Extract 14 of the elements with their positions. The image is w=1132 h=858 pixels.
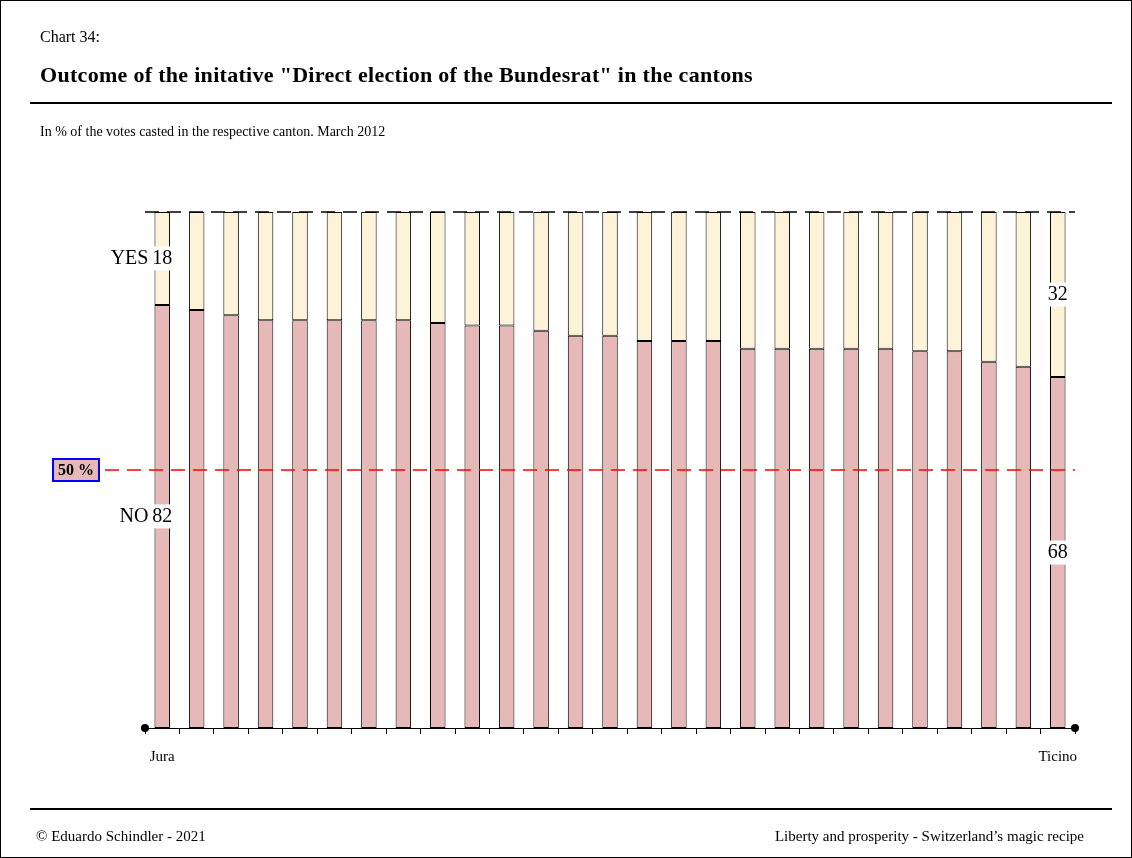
data-label: 68 bbox=[1047, 539, 1068, 562]
chart-title: Outcome of the initative "Direct election of the Bundesrat" in the cantons bbox=[40, 62, 753, 88]
caption: Chart 34: bbox=[40, 28, 100, 46]
chart-subtitle: In % of the votes casted in the respective canton. March 2012 bbox=[40, 124, 386, 140]
series-label: YES bbox=[110, 245, 149, 268]
text: © Eduardo Schindler - 2021 bbox=[36, 828, 206, 845]
text: Liberty and prosperity - Switzerland’s magic recipe bbox=[774, 828, 1084, 845]
x-tick-label: Jura bbox=[149, 747, 176, 764]
data-label: 32 bbox=[1047, 281, 1068, 304]
x-tick-label: Ticino bbox=[1038, 747, 1078, 764]
series-label: NO bbox=[119, 503, 149, 526]
data-label: 18 bbox=[152, 245, 173, 268]
data-label: 82 bbox=[152, 503, 173, 526]
ref-line-label: 50 % bbox=[58, 461, 94, 479]
